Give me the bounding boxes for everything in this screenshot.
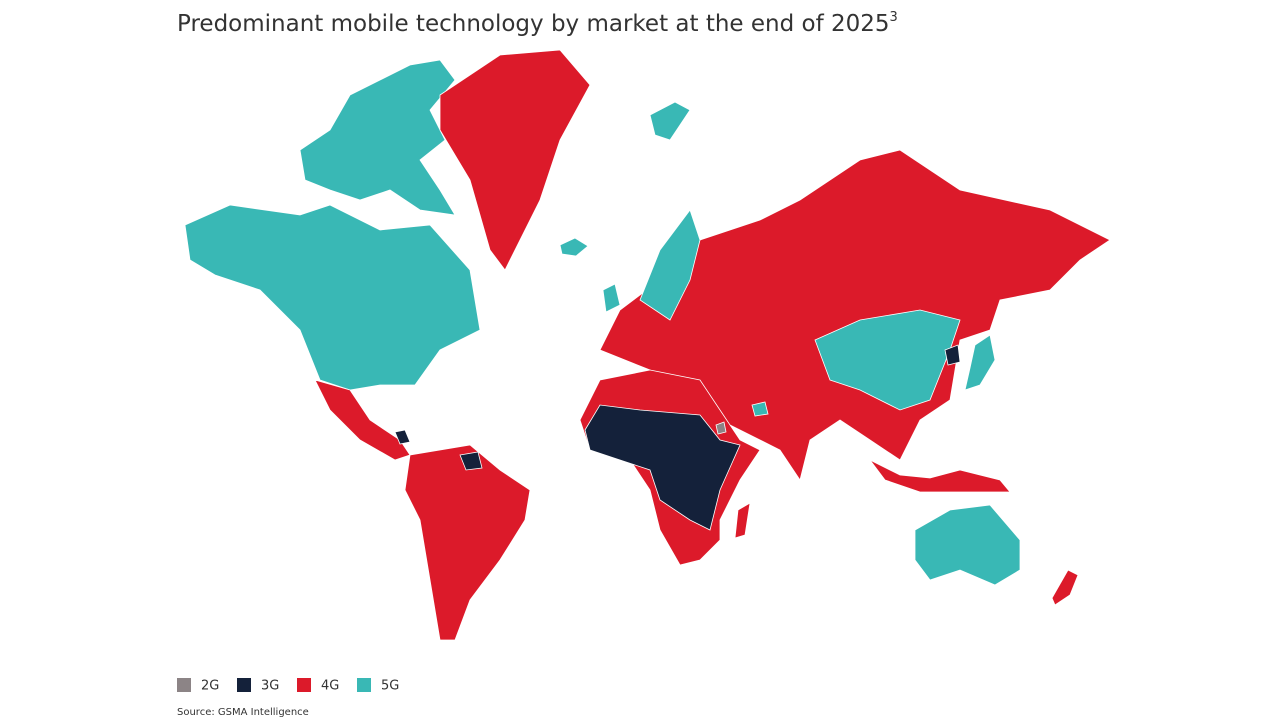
world-map (184, 49, 1111, 641)
region (734, 502, 751, 539)
region (914, 504, 1021, 586)
region (394, 429, 411, 445)
legend-label: 2G (201, 679, 219, 694)
legend-label: 3G (261, 679, 279, 694)
legend-swatch (177, 678, 191, 692)
legend-swatch (237, 678, 251, 692)
legend-label: 5G (381, 679, 399, 694)
legend: 2G 3G 4G 5G (177, 678, 399, 694)
title-superscript: 3 (890, 10, 898, 25)
region (184, 204, 481, 391)
region (639, 209, 701, 321)
legend-swatch (297, 678, 311, 692)
title: Predominant mobile technology by market … (177, 10, 898, 37)
region (439, 49, 591, 271)
region (299, 59, 456, 216)
region (649, 101, 691, 141)
region (584, 404, 741, 531)
region (964, 334, 996, 391)
region (1051, 569, 1079, 606)
region (602, 283, 621, 313)
region (599, 149, 1111, 481)
region (751, 401, 769, 417)
region (944, 344, 961, 366)
region (559, 237, 589, 257)
region (459, 451, 483, 471)
legend-label: 4G (321, 679, 339, 694)
source: Source: GSMA Intelligence (177, 707, 309, 718)
region (404, 444, 531, 641)
title-text: Predominant mobile technology by market … (177, 11, 890, 37)
region (814, 309, 961, 411)
legend-swatch (357, 678, 371, 692)
region (715, 421, 727, 435)
region (869, 459, 1011, 493)
region (314, 379, 411, 461)
